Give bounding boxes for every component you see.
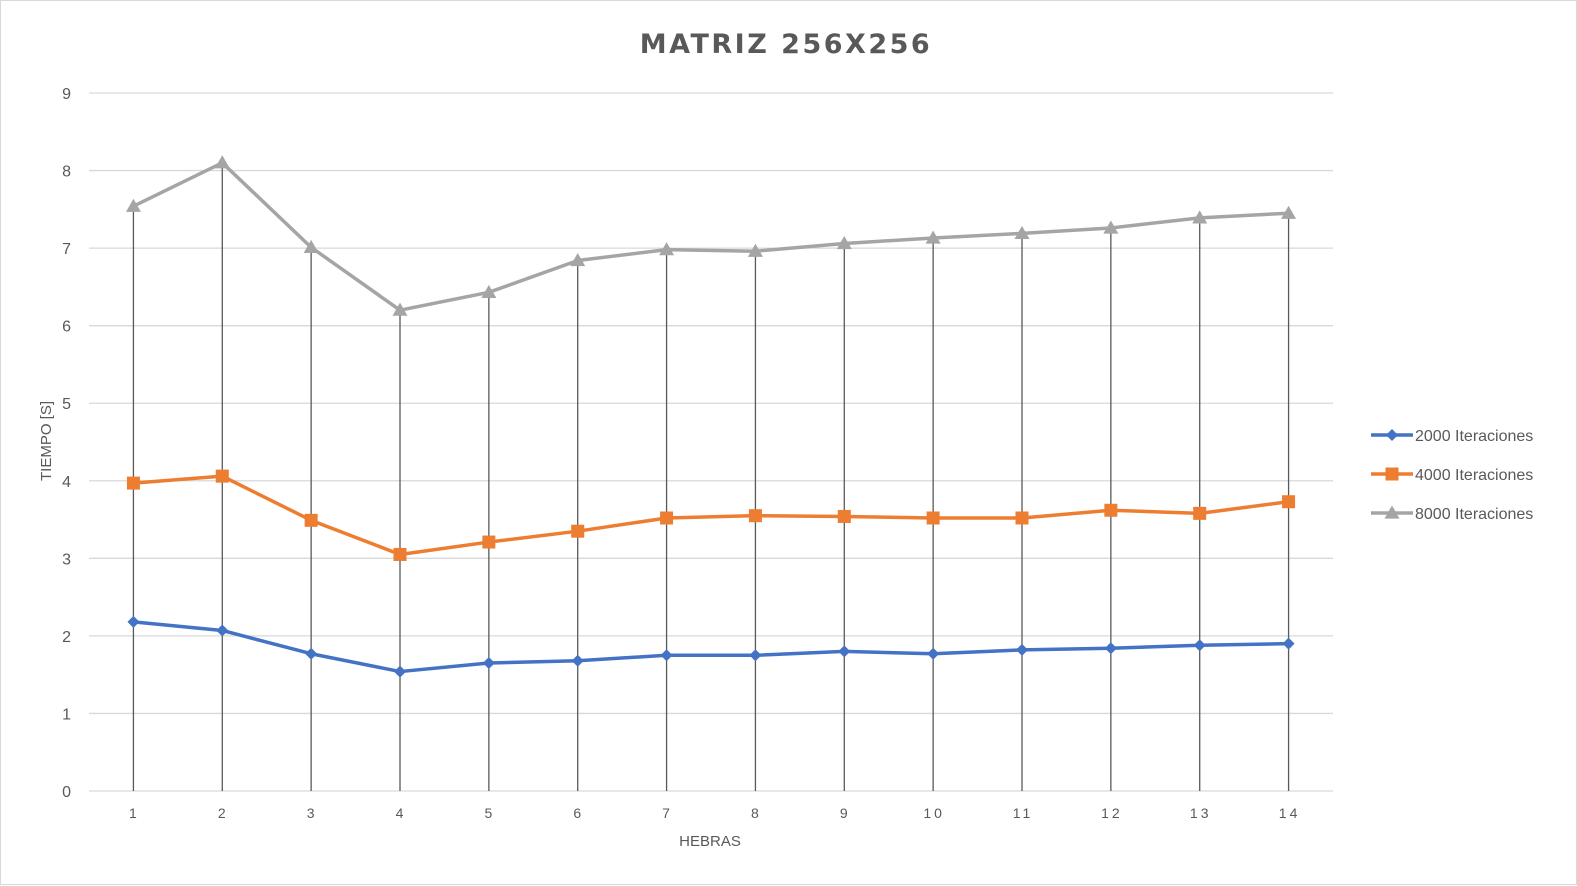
series [125,155,1297,316]
x-tick-label: 1 [129,805,140,821]
legend-item: 2000 Iteraciones [1371,428,1533,445]
data-point [125,198,141,212]
data-point [571,654,584,667]
legend: 2000 Iteraciones 4000 Iteraciones 8000 Ite… [1371,428,1533,523]
data-point [127,615,140,628]
gridlines [89,92,1333,792]
data-point [304,513,318,527]
data-point [303,239,319,253]
y-tick-label: 2 [62,629,71,646]
series [126,469,1296,561]
data-point [1104,503,1118,517]
y-tick-label: 4 [62,474,71,491]
series-line [133,474,1289,557]
data-point [216,624,229,637]
drop-lines [132,162,1290,791]
data-point [749,649,762,662]
y-tick-label: 5 [62,396,71,413]
data-point [747,243,763,257]
x-axis-label: HEBRAS [679,833,741,850]
data-point [1192,210,1208,224]
data-point [1281,205,1297,219]
data-point [571,524,585,538]
x-tick-label: 11 [1013,805,1034,821]
data-point [838,645,851,658]
legend-label: 2000 Iteraciones [1415,428,1533,445]
y-tick-label: 0 [62,784,71,801]
data-point [1384,505,1400,519]
data-point [659,242,675,256]
data-point [1193,506,1207,520]
data-point [215,469,229,483]
x-tick-label: 9 [840,805,851,821]
data-point [1014,225,1030,240]
data-point [482,657,495,670]
series-group [125,155,1297,678]
x-tick-label: 4 [396,805,407,821]
legend-label: 8000 Iteraciones [1415,506,1533,523]
x-tick-label: 5 [484,805,495,821]
data-point [1015,511,1029,525]
data-point [926,511,940,525]
y-tick-label: 1 [62,706,71,723]
y-tick-label: 7 [62,241,71,258]
data-point [482,535,496,549]
data-point [1103,220,1119,234]
data-point [660,649,673,662]
data-point [660,511,674,525]
data-point [1386,429,1398,441]
series [127,615,1295,678]
data-point [214,155,230,169]
data-point [305,647,318,660]
x-tick-label: 14 [1279,805,1301,821]
x-tick-label: 8 [751,805,762,821]
x-tick-label: 12 [1101,805,1123,821]
data-point [748,509,762,523]
data-point [837,509,851,523]
y-tick-label: 9 [62,86,71,103]
data-point [1282,637,1295,650]
x-axis-ticks: 1 2 3 4 5 6 7 8 9 10 11 12 13 14 [129,805,1301,821]
chart-title: MATRIZ 256X256 [640,29,932,60]
data-point [392,302,408,316]
data-point [394,665,406,678]
x-tick-label: 3 [307,805,318,821]
x-tick-label: 2 [218,805,229,821]
data-point [925,230,941,244]
y-tick-label: 3 [62,551,71,568]
data-point [1016,643,1028,656]
data-point [1385,467,1399,481]
data-point [927,647,940,660]
series-line [132,161,1289,312]
data-point [393,547,407,561]
legend-item: 4000 Iteraciones [1371,467,1533,484]
y-axis-label: TIEMPO [S] [38,401,55,481]
x-tick-label: 6 [573,805,584,821]
data-point [570,253,586,267]
y-axis-ticks: 0 1 2 3 4 5 6 7 8 9 [62,86,71,801]
data-point [836,235,852,250]
data-point [1282,495,1296,509]
data-point [1104,642,1117,655]
data-point [1193,639,1206,652]
data-point [126,476,140,490]
x-tick-label: 10 [923,805,945,821]
data-point [481,284,497,298]
x-tick-label: 13 [1190,805,1212,821]
legend-item: 8000 Iteraciones [1371,505,1533,523]
x-tick-label: 7 [662,805,673,821]
series-line [133,620,1289,674]
y-tick-label: 6 [62,319,71,336]
legend-label: 4000 Iteraciones [1415,467,1533,484]
y-tick-label: 8 [62,164,71,181]
